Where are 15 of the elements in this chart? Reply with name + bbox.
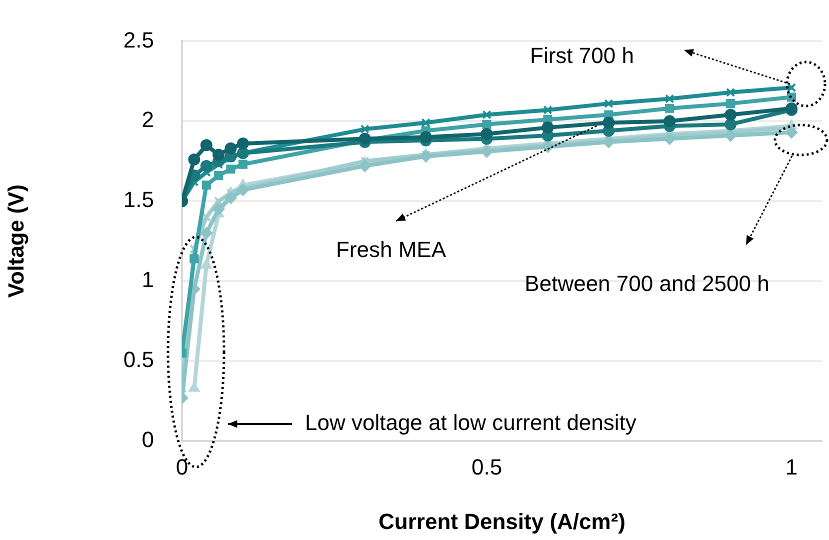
annotation: Low voltage at low current density [305,410,636,435]
y-tick-label: 2 [142,107,154,132]
annotation: Between 700 and 2500 h [524,270,770,296]
x-tick-label: 0 [176,454,188,480]
annotation: First 700 h [530,42,634,68]
x-tick-label: 0.5 [471,454,502,480]
y-axis-title: Voltage (V) [3,184,28,298]
y-tick-label: 2.5 [123,27,154,52]
y-tick-label: 0.5 [123,347,154,372]
y-tick-label: 1.5 [123,187,154,212]
x-axis-title: Current Density (A/cm²) [378,508,626,534]
x-tick-label: 1 [785,454,798,480]
y-tick-label: 1 [142,267,154,292]
annotation: Fresh MEA [336,236,446,262]
y-tick-label: 0 [142,427,154,452]
